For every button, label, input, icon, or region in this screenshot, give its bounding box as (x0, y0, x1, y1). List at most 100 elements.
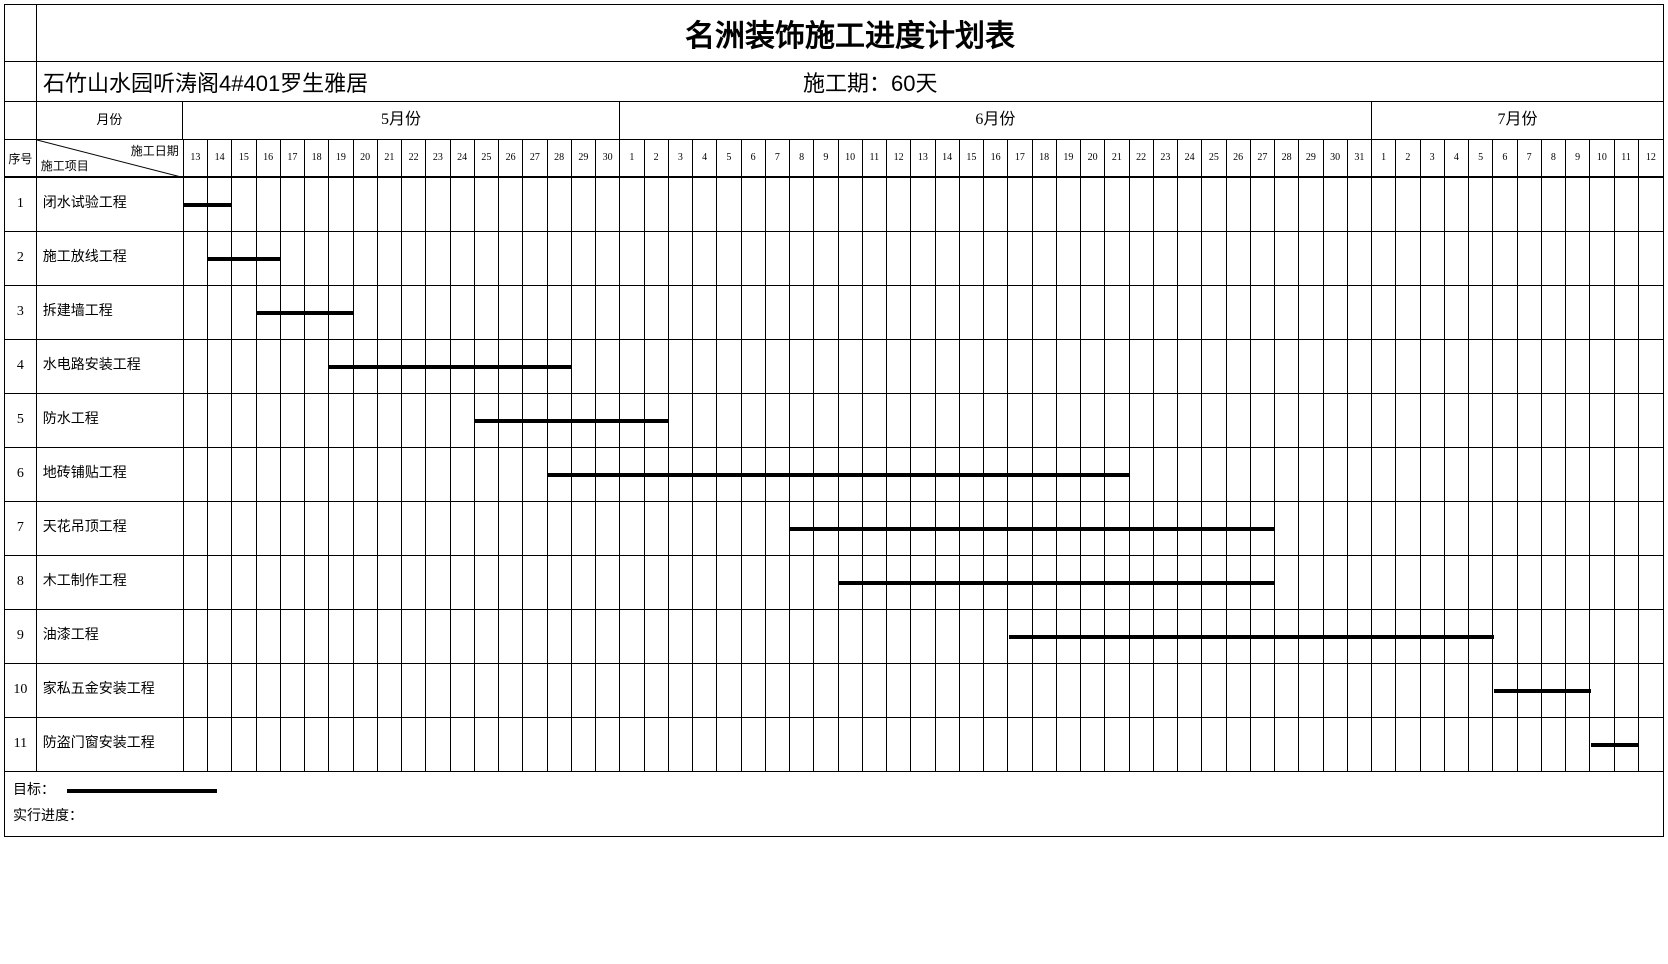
task-row: 1闭水试验工程 (5, 178, 1663, 232)
day-header-cell: 31 (1348, 140, 1372, 176)
grid-cell (402, 286, 426, 339)
gantt-bar (208, 257, 281, 261)
grid-cell (1469, 286, 1493, 339)
grid-cell (742, 718, 766, 771)
grid-cell (960, 232, 984, 285)
grid-cell (596, 664, 620, 717)
task-row: 2施工放线工程 (5, 232, 1663, 286)
grid-cell (887, 610, 911, 663)
grid-cell (1396, 718, 1420, 771)
grid-cell (1421, 664, 1445, 717)
grid-cell (1421, 718, 1445, 771)
grid-cell (523, 664, 547, 717)
grid-cell (620, 610, 644, 663)
grid-cell (499, 502, 523, 555)
grid-cell (426, 556, 450, 609)
grid-cell (1033, 718, 1057, 771)
grid-cell (402, 502, 426, 555)
grid-cell (693, 286, 717, 339)
grid-cell (1639, 664, 1663, 717)
grid-cell (1057, 232, 1081, 285)
grid-cell (208, 556, 232, 609)
day-header-cell: 2 (1396, 140, 1420, 176)
grid-cell (1275, 502, 1299, 555)
grid-cell (1130, 394, 1154, 447)
grid-cell (766, 394, 790, 447)
grid-cell (1154, 664, 1178, 717)
grid-cell (232, 178, 256, 231)
grid-cell (887, 718, 911, 771)
grid-cell (1033, 178, 1057, 231)
grid-cell (1008, 394, 1032, 447)
grid-cell (305, 664, 329, 717)
grid-cell (669, 664, 693, 717)
grid-cell (1372, 718, 1396, 771)
day-header-cell: 23 (426, 140, 450, 176)
task-row: 5防水工程 (5, 394, 1663, 448)
grid-cell (257, 178, 281, 231)
grid-cell (911, 340, 935, 393)
grid-cell (1081, 718, 1105, 771)
grid-cell (839, 718, 863, 771)
grid-cell (1372, 286, 1396, 339)
grid-cell (184, 448, 208, 501)
grid-cell (742, 664, 766, 717)
gantt-bar (329, 365, 572, 369)
grid-cell (1615, 610, 1639, 663)
subtitle-row: 石竹山水园听涛阁4#401罗生雅居 施工期：60天 (5, 62, 1663, 102)
grid-cell (766, 610, 790, 663)
grid-cell (1348, 448, 1372, 501)
grid-cell (1275, 286, 1299, 339)
grid-cell (863, 718, 887, 771)
grid-cell (402, 448, 426, 501)
grid-cell (426, 718, 450, 771)
grid-cell (572, 556, 596, 609)
grid-cell (1639, 502, 1663, 555)
grid-cell (1566, 340, 1590, 393)
grid-cell (1615, 232, 1639, 285)
grid-cell (232, 340, 256, 393)
grid-cell (475, 610, 499, 663)
grid-cell (548, 718, 572, 771)
date-label-bottom: 施工项目 (41, 157, 89, 174)
grid-cell (863, 232, 887, 285)
grid-cell (451, 502, 475, 555)
grid-cell (451, 718, 475, 771)
grid-cell (1251, 232, 1275, 285)
day-header-cell: 15 (960, 140, 984, 176)
grid-cell (1154, 232, 1178, 285)
grid-cell (1154, 448, 1178, 501)
day-header-cell: 7 (766, 140, 790, 176)
grid-cell (1251, 178, 1275, 231)
grid-cell (669, 718, 693, 771)
grid-cell (402, 610, 426, 663)
month-header-row: 月份 5月份6月份7月份 (5, 102, 1663, 140)
day-header-cell: 12 (887, 140, 911, 176)
grid-cell (887, 340, 911, 393)
grid-cell (329, 178, 353, 231)
grid-cell (717, 232, 741, 285)
grid-cell (1299, 232, 1323, 285)
grid-cell (354, 502, 378, 555)
grid-cell (523, 502, 547, 555)
grid-cell (548, 610, 572, 663)
task-seq: 2 (5, 232, 37, 285)
grid-cell (1469, 232, 1493, 285)
grid-cell (1445, 286, 1469, 339)
day-header-cell: 6 (1493, 140, 1517, 176)
grid-cell (354, 394, 378, 447)
grid-cell (451, 394, 475, 447)
grid-cell (1348, 232, 1372, 285)
grid-cell (790, 178, 814, 231)
grid-cell (1542, 556, 1566, 609)
task-seq: 4 (5, 340, 37, 393)
grid-cell (232, 394, 256, 447)
grid-cell (1590, 502, 1614, 555)
grid-cell (645, 718, 669, 771)
grid-cell (984, 718, 1008, 771)
task-row: 9油漆工程 (5, 610, 1663, 664)
grid-cell (596, 502, 620, 555)
grid-cell (329, 610, 353, 663)
grid-cell (1639, 286, 1663, 339)
grid-cell (1518, 178, 1542, 231)
